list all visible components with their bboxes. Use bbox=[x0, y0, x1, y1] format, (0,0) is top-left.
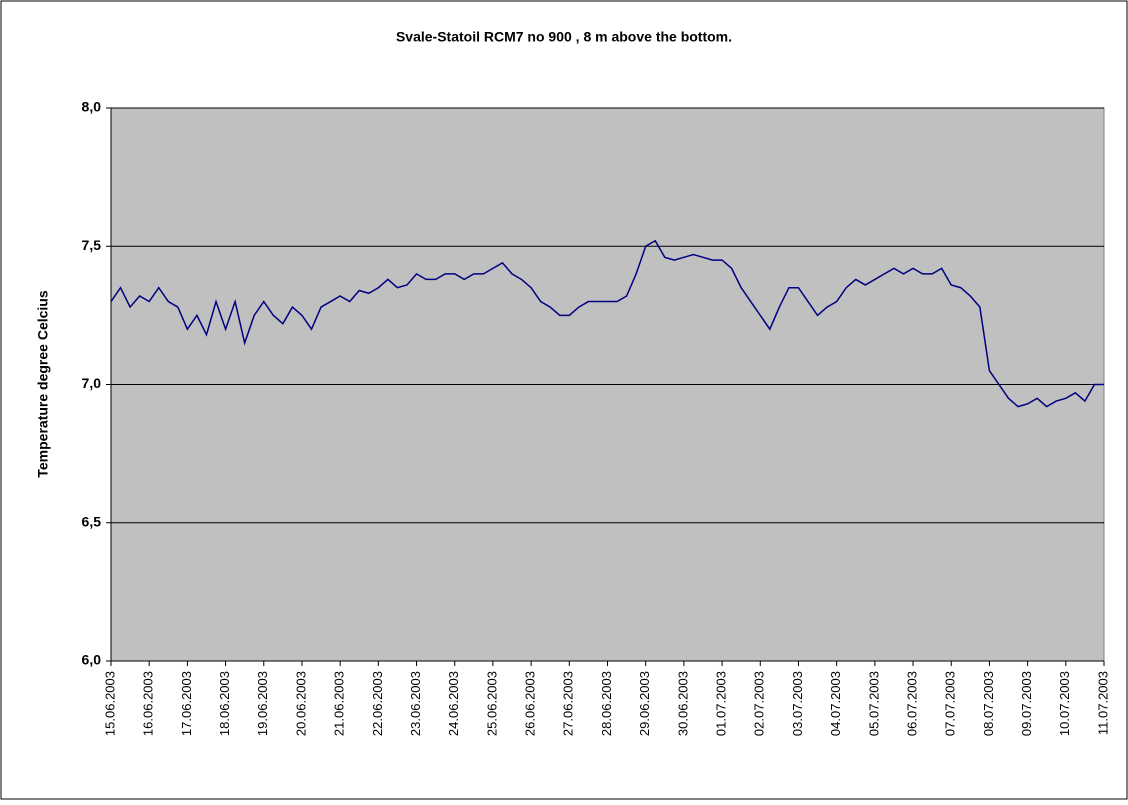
x-tick-label: 21.06.2003 bbox=[332, 671, 347, 736]
x-tick-label: 16.06.2003 bbox=[141, 671, 156, 736]
x-tick-label: 10.07.2003 bbox=[1057, 671, 1072, 736]
x-tick-label: 02.07.2003 bbox=[752, 671, 767, 736]
x-tick-label: 25.06.2003 bbox=[484, 671, 499, 736]
x-tick-label: 09.07.2003 bbox=[1019, 671, 1034, 736]
x-tick-label: 06.07.2003 bbox=[904, 671, 919, 736]
x-tick-label: 29.06.2003 bbox=[637, 671, 652, 736]
x-tick-label: 23.06.2003 bbox=[408, 671, 423, 736]
x-tick-label: 03.07.2003 bbox=[790, 671, 805, 736]
x-tick-label: 05.07.2003 bbox=[866, 671, 881, 736]
y-tick-label: 7,5 bbox=[82, 237, 102, 253]
x-tick-label: 11.07.2003 bbox=[1095, 671, 1110, 735]
y-tick-label: 7,0 bbox=[82, 375, 102, 391]
chart-title: Svale-Statoil RCM7 no 900 , 8 m above th… bbox=[396, 29, 732, 45]
data-line bbox=[110, 239, 1104, 408]
x-tick-label: 07.07.2003 bbox=[943, 671, 958, 736]
y-tick-label: 6,5 bbox=[82, 513, 102, 529]
x-tick-label: 17.06.2003 bbox=[179, 671, 194, 736]
x-tick-label: 30.06.2003 bbox=[675, 671, 690, 736]
x-tick-label: 28.06.2003 bbox=[599, 671, 614, 736]
x-tick-label: 20.06.2003 bbox=[293, 671, 308, 736]
x-tick-label: 26.06.2003 bbox=[523, 671, 538, 736]
x-tick-label: 15.06.2003 bbox=[102, 671, 117, 736]
x-tick-label: 01.07.2003 bbox=[714, 671, 729, 736]
x-tick-label: 08.07.2003 bbox=[981, 671, 996, 736]
x-tick-label: 22.06.2003 bbox=[370, 671, 385, 736]
x-tick-label: 04.07.2003 bbox=[828, 671, 843, 736]
x-tick-label: 27.06.2003 bbox=[561, 671, 576, 736]
x-tick-label: 19.06.2003 bbox=[255, 671, 270, 736]
y-tick-label: 8,0 bbox=[82, 99, 102, 115]
x-tick-label: 24.06.2003 bbox=[446, 671, 461, 736]
x-tick-label: 18.06.2003 bbox=[217, 671, 232, 736]
y-tick-label: 6,0 bbox=[82, 652, 102, 668]
y-axis-label: Temperature degree Celcius bbox=[35, 290, 51, 477]
